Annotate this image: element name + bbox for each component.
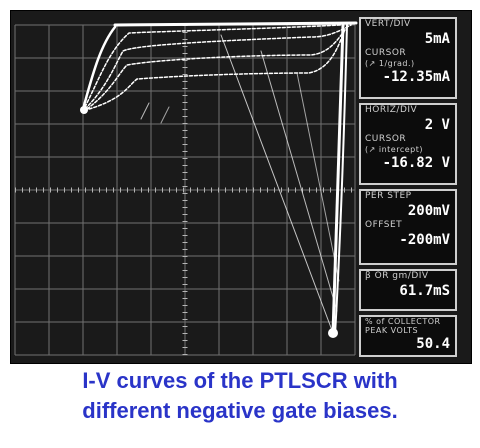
trace-diag-2 xyxy=(260,50,338,312)
horiz-div-value: 2 V xyxy=(424,117,450,133)
trace-curve-5 xyxy=(88,28,346,110)
trace-vertical-rise xyxy=(331,23,345,335)
horiz-readout-panel: HORIZ/DIV 2 V CURSOR (↗ intercept) -16.8… xyxy=(359,103,457,185)
center-axis-ticks xyxy=(15,25,355,355)
trace-streak-2 xyxy=(160,106,170,124)
gm-div-label: β OR gm/DIV xyxy=(365,271,429,281)
trace-curve-4 xyxy=(86,26,348,110)
caption-line-2: different negative gate biases. xyxy=(82,398,398,423)
trace-top-rail xyxy=(113,21,358,27)
trace-streak-1 xyxy=(140,102,150,120)
vert-div-value: 5mA xyxy=(424,31,450,47)
per-step-label: PER STEP xyxy=(365,191,412,201)
horiz-cursor-label: CURSOR xyxy=(365,134,407,144)
trace-curve-1 xyxy=(81,25,117,111)
vert-div-label: VERT/DIV xyxy=(365,19,411,29)
offset-value: -200mV xyxy=(399,232,450,248)
per-step-value: 200mV xyxy=(407,203,450,219)
iv-traces xyxy=(81,21,358,336)
vert-cursor-value: -12.35mA xyxy=(382,69,450,85)
bright-spot-origin xyxy=(80,106,88,114)
gm-div-value: 61.7mS xyxy=(399,283,450,299)
horiz-cursor-sublabel: (↗ intercept) xyxy=(365,145,423,154)
collector-value: 50.4 xyxy=(416,336,450,352)
trace-diag-1 xyxy=(220,34,334,334)
vert-cursor-sublabel: (↗ 1/grad.) xyxy=(365,59,415,68)
step-readout-panel: PER STEP 200mV OFFSET -200mV xyxy=(359,189,457,265)
trace-curve-2 xyxy=(84,24,342,108)
vert-readout-panel: VERT/DIV 5mA CURSOR (↗ 1/grad.) -12.35mA xyxy=(359,17,457,99)
gm-readout-panel: β OR gm/DIV 61.7mS xyxy=(359,269,457,311)
offset-label: OFFSET xyxy=(365,220,403,230)
iv-curve-plot xyxy=(14,21,358,356)
collector-readout-panel: % of COLLECTOR PEAK VOLTS 50.4 xyxy=(359,315,457,357)
collector-label: % of COLLECTOR xyxy=(365,317,441,326)
horiz-cursor-value: -16.82 V xyxy=(382,155,450,171)
vert-cursor-label: CURSOR xyxy=(365,48,407,58)
oscilloscope-screen: VERT/DIV 5mA CURSOR (↗ 1/grad.) -12.35mA… xyxy=(10,10,472,364)
trace-diag-3 xyxy=(296,72,340,282)
horiz-div-label: HORIZ/DIV xyxy=(365,105,418,115)
collector-label-2: PEAK VOLTS xyxy=(365,326,419,335)
caption-line-1: I-V curves of the PTLSCR with xyxy=(82,368,398,393)
figure-caption: I-V curves of the PTLSCR with different … xyxy=(0,366,480,426)
trace-curve-3 xyxy=(84,24,352,110)
trace-vertical-rise-2 xyxy=(334,24,348,336)
bright-spot-bottom xyxy=(328,328,338,338)
